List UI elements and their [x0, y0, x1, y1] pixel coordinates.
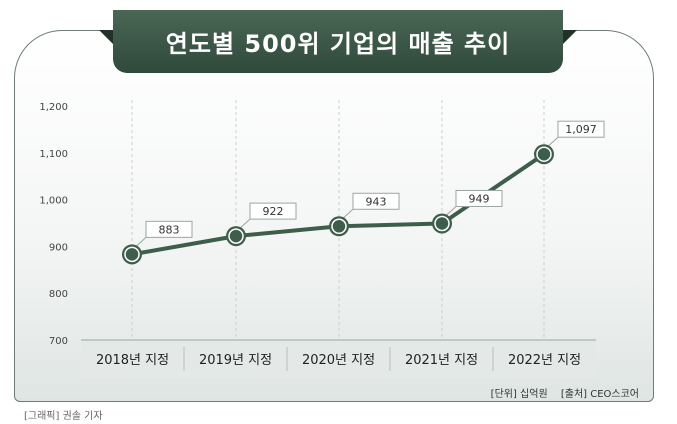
data-label: 883: [159, 223, 180, 236]
title-tab-left-fold: [99, 30, 113, 44]
data-label-box: [455, 189, 503, 207]
data-point-ring: [228, 228, 244, 244]
x-tick-label: 2018년 지정: [96, 353, 169, 368]
data-label-leader: [135, 236, 147, 247]
data-label-box: [145, 220, 193, 238]
unit-note: [단위] 십억원: [490, 389, 548, 400]
data-label: 922: [263, 205, 284, 218]
x-tick-label: 2022년 지정: [508, 353, 581, 368]
data-label-leader: [547, 136, 559, 147]
graphic-credit: [그래픽] 권솔 기자: [24, 411, 103, 422]
y-tick-label: 800: [49, 289, 68, 300]
x-tick-label: 2021년 지정: [405, 353, 478, 368]
x-axis-band: [81, 340, 596, 378]
data-label-leader: [342, 208, 354, 219]
x-tick-label: 2019년 지정: [199, 353, 272, 368]
data-point-ring: [124, 246, 140, 263]
y-tick-label: 1,200: [39, 102, 68, 113]
y-tick-label: 900: [49, 242, 68, 253]
data-point-ring: [536, 146, 552, 162]
y-tick-label: 700: [49, 336, 68, 347]
data-label-leader: [239, 218, 251, 229]
data-label-box: [557, 120, 605, 138]
y-tick-label: 1,100: [39, 149, 68, 160]
source-label: [출처] CEO스코어: [560, 389, 639, 400]
data-label: 1,097: [565, 123, 597, 136]
data-label-box: [249, 202, 297, 220]
data-point-ring: [331, 218, 347, 235]
title-tab-right-fold: [563, 30, 577, 44]
data-label-leader: [445, 206, 457, 216]
source-note: [단위] 십억원 [출처] CEO스코어: [481, 385, 639, 400]
x-tick-label: 2020년 지정: [302, 353, 375, 368]
y-tick-label: 1,000: [39, 196, 68, 207]
data-label: 943: [366, 195, 387, 208]
data-label: 949: [469, 192, 490, 205]
chart-title: 연도별 500위 기업의 매출 추이: [113, 10, 563, 73]
data-point-ring: [434, 215, 450, 232]
data-label-box: [352, 192, 400, 210]
